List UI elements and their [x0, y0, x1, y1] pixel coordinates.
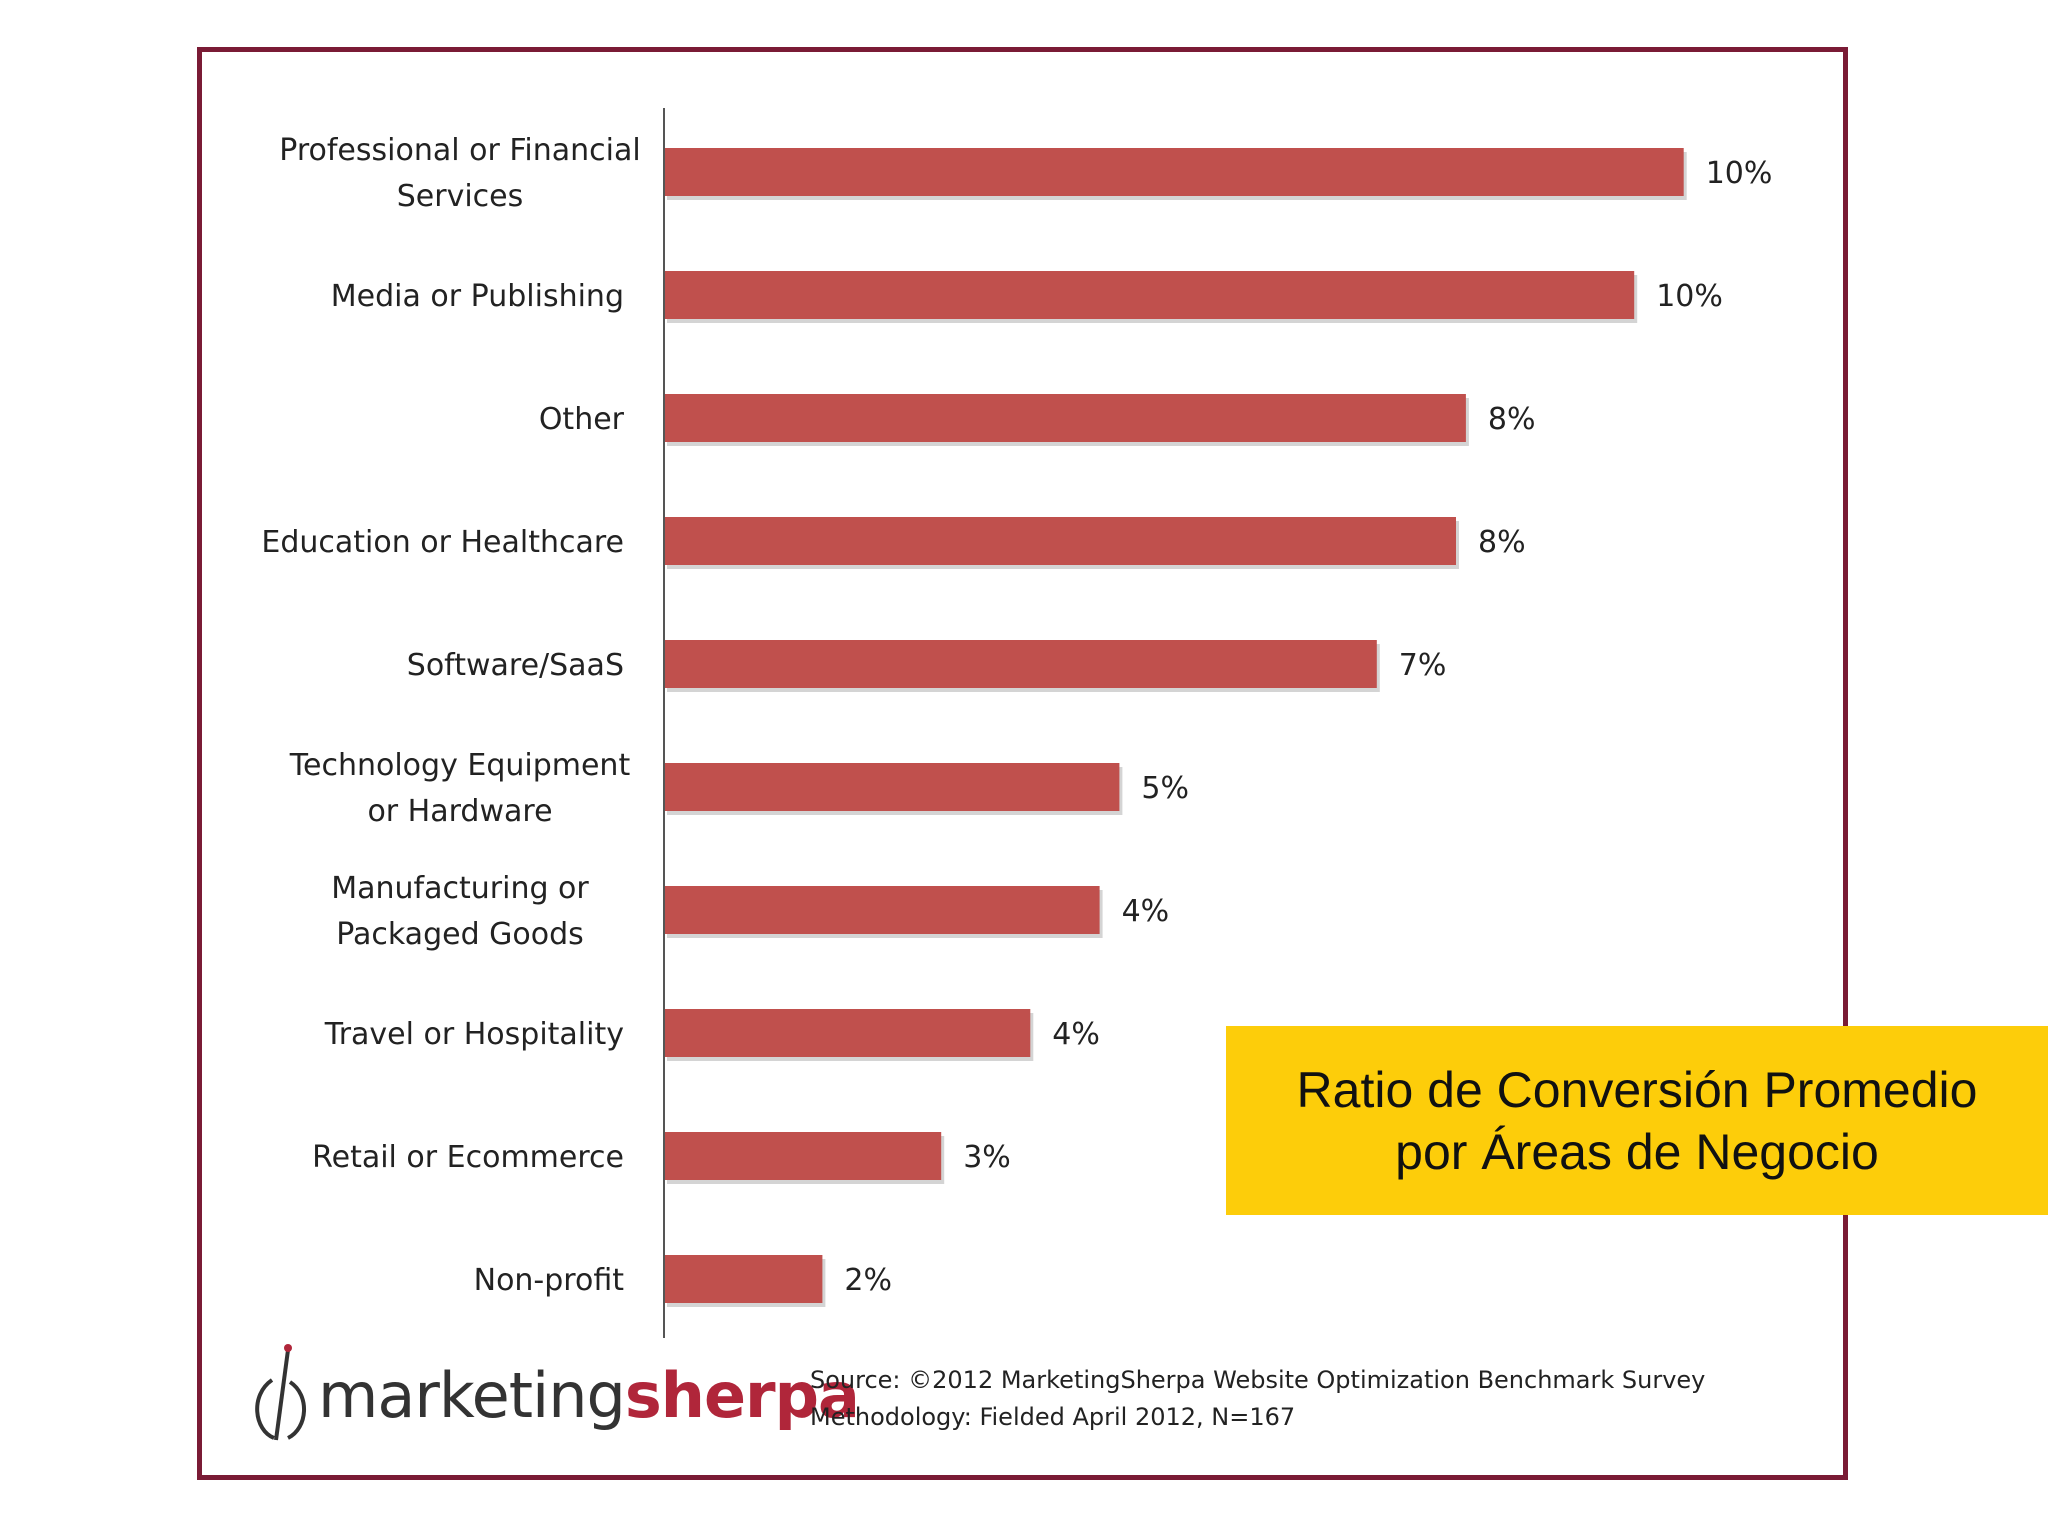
callout-line-2: por Áreas de Negocio	[1395, 1123, 1879, 1180]
category-label: Retail or Ecommerce	[312, 1140, 624, 1175]
bar-value-label: 4%	[1122, 894, 1170, 929]
bar	[664, 640, 1377, 688]
bar-value-label: 7%	[1399, 648, 1447, 683]
category-label: Manufacturing or Packaged Goods	[331, 871, 589, 952]
logo-text: marketingsherpa	[318, 1358, 860, 1432]
category-label: Media or Publishing	[331, 279, 624, 314]
methodology-line: Methodology: Fielded April 2012, N=167	[810, 1403, 1296, 1431]
bar-value-label: 4%	[1052, 1017, 1100, 1052]
category-label: Professional or Financial Services	[279, 133, 640, 214]
bar	[664, 148, 1684, 196]
category-label: Education or Healthcare	[261, 525, 624, 560]
category-label: Travel or Hospitality	[324, 1017, 624, 1052]
sherpa-icon	[255, 1344, 306, 1441]
bar-value-label: 3%	[963, 1140, 1011, 1175]
bar-value-label: 8%	[1478, 525, 1526, 560]
callout-line-1: Ratio de Conversión Promedio	[1296, 1061, 1978, 1118]
source-line: Source: ©2012 MarketingSherpa Website Op…	[810, 1366, 1706, 1394]
logo-text-sherpa: sherpa	[624, 1358, 860, 1432]
marketingsherpa-logo: marketingsherpa	[248, 1340, 860, 1450]
category-label: Other	[539, 402, 625, 437]
bar	[664, 886, 1100, 934]
logo-text-marketing: marketing	[318, 1358, 626, 1432]
chart-callout-box: Ratio de Conversión Promedio por Áreas d…	[1226, 1026, 2048, 1215]
source-note: Source: ©2012 MarketingSherpa Website Op…	[810, 1362, 1705, 1436]
bar	[664, 1255, 823, 1303]
bar	[664, 517, 1456, 565]
bar	[664, 1009, 1031, 1057]
bar-value-label: 8%	[1488, 402, 1536, 437]
category-label: Technology Equipment or Hardware	[289, 748, 631, 829]
bar	[664, 394, 1466, 442]
bar-value-label: 10%	[1706, 156, 1773, 191]
bar	[664, 271, 1635, 319]
bar-value-label: 10%	[1656, 279, 1723, 314]
category-label: Software/SaaS	[407, 648, 624, 683]
bar-value-label: 2%	[844, 1263, 892, 1298]
bar-value-label: 5%	[1141, 771, 1189, 806]
bar	[664, 763, 1120, 811]
bar	[664, 1132, 942, 1180]
category-label: Non-profit	[474, 1263, 625, 1298]
